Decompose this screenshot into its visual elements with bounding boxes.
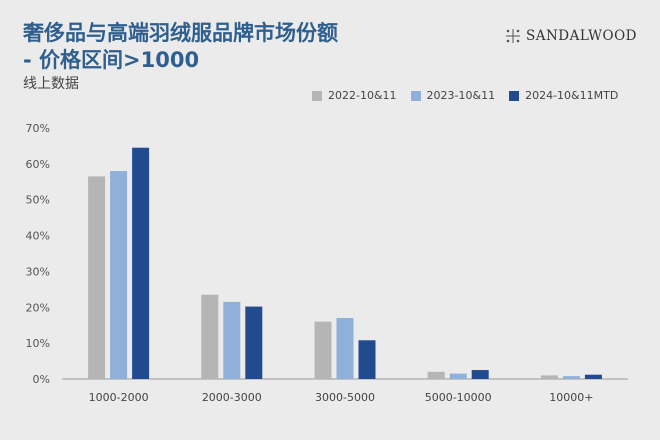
y-tick-label: 30% bbox=[26, 265, 50, 278]
brand-name: SANDALWOOD bbox=[526, 28, 638, 44]
brand-logo: SANDALWOOD bbox=[504, 27, 637, 45]
legend-item-1: 2023-10&11 bbox=[410, 89, 496, 102]
bar-1-0 bbox=[110, 171, 128, 379]
chart-title-line1: 奢侈品与高端羽绒服品牌市场份额 bbox=[23, 21, 338, 45]
y-tick-label: 10% bbox=[26, 337, 50, 350]
x-tick-label: 3000-5000 bbox=[315, 391, 375, 404]
legend-swatch-0 bbox=[312, 90, 322, 101]
x-tick-label: 1000-2000 bbox=[89, 391, 149, 404]
bar-2-4 bbox=[584, 374, 602, 379]
legend-label-1: 2023-10&11 bbox=[426, 89, 496, 102]
bar-2-1 bbox=[245, 306, 263, 379]
bar-1-2 bbox=[336, 318, 354, 379]
y-tick-label: 0% bbox=[33, 373, 50, 386]
bar-0-4 bbox=[540, 375, 558, 379]
legend-label-0: 2022-10&11 bbox=[328, 89, 397, 102]
x-tick-label: 10000+ bbox=[549, 391, 593, 404]
bar-2-3 bbox=[471, 370, 489, 379]
bar-2-2 bbox=[358, 340, 376, 379]
bar-0-2 bbox=[314, 321, 332, 379]
bar-0-3 bbox=[427, 371, 445, 379]
legend-swatch-2 bbox=[509, 90, 520, 101]
sandalwood-logo-icon bbox=[506, 29, 520, 43]
y-tick-label: 40% bbox=[26, 230, 50, 243]
chart-subtitle: 线上数据 bbox=[23, 76, 79, 92]
bar-0-0 bbox=[88, 176, 106, 379]
chart-title-line2: - 价格区间>1000 bbox=[23, 48, 200, 72]
bar-1-3 bbox=[449, 373, 467, 379]
y-tick-label: 20% bbox=[26, 301, 50, 314]
legend-item-0: 2022-10&11 bbox=[312, 89, 397, 102]
bar-2-0 bbox=[132, 147, 150, 379]
bar-1-4 bbox=[562, 376, 580, 379]
legend-item-2: 2024-10&11MTD bbox=[509, 89, 618, 102]
y-tick-label: 60% bbox=[26, 158, 50, 171]
bar-0-1 bbox=[201, 294, 219, 379]
bar-1-1 bbox=[223, 301, 241, 379]
chart-title: 奢侈品与高端羽绒服品牌市场份额 - 价格区间>1000 bbox=[23, 20, 338, 74]
legend-swatch-1 bbox=[410, 90, 421, 101]
x-tick-label: 5000-10000 bbox=[425, 391, 492, 404]
legend-label-2: 2024-10&11MTD bbox=[525, 89, 619, 102]
y-tick-label: 50% bbox=[26, 194, 50, 207]
y-tick-label: 70% bbox=[26, 122, 50, 135]
chart-legend: 2022-10&11 2023-10&11 2024-10&11MTD bbox=[312, 89, 618, 102]
x-tick-label: 2000-3000 bbox=[202, 391, 262, 404]
